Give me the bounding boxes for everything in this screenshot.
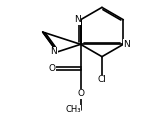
Text: N: N bbox=[74, 15, 81, 24]
Text: Cl: Cl bbox=[97, 75, 106, 84]
Text: N: N bbox=[123, 40, 130, 49]
Text: N: N bbox=[50, 48, 57, 56]
Text: O: O bbox=[77, 89, 84, 98]
Text: CH₃: CH₃ bbox=[65, 105, 81, 114]
Text: O: O bbox=[49, 64, 56, 73]
